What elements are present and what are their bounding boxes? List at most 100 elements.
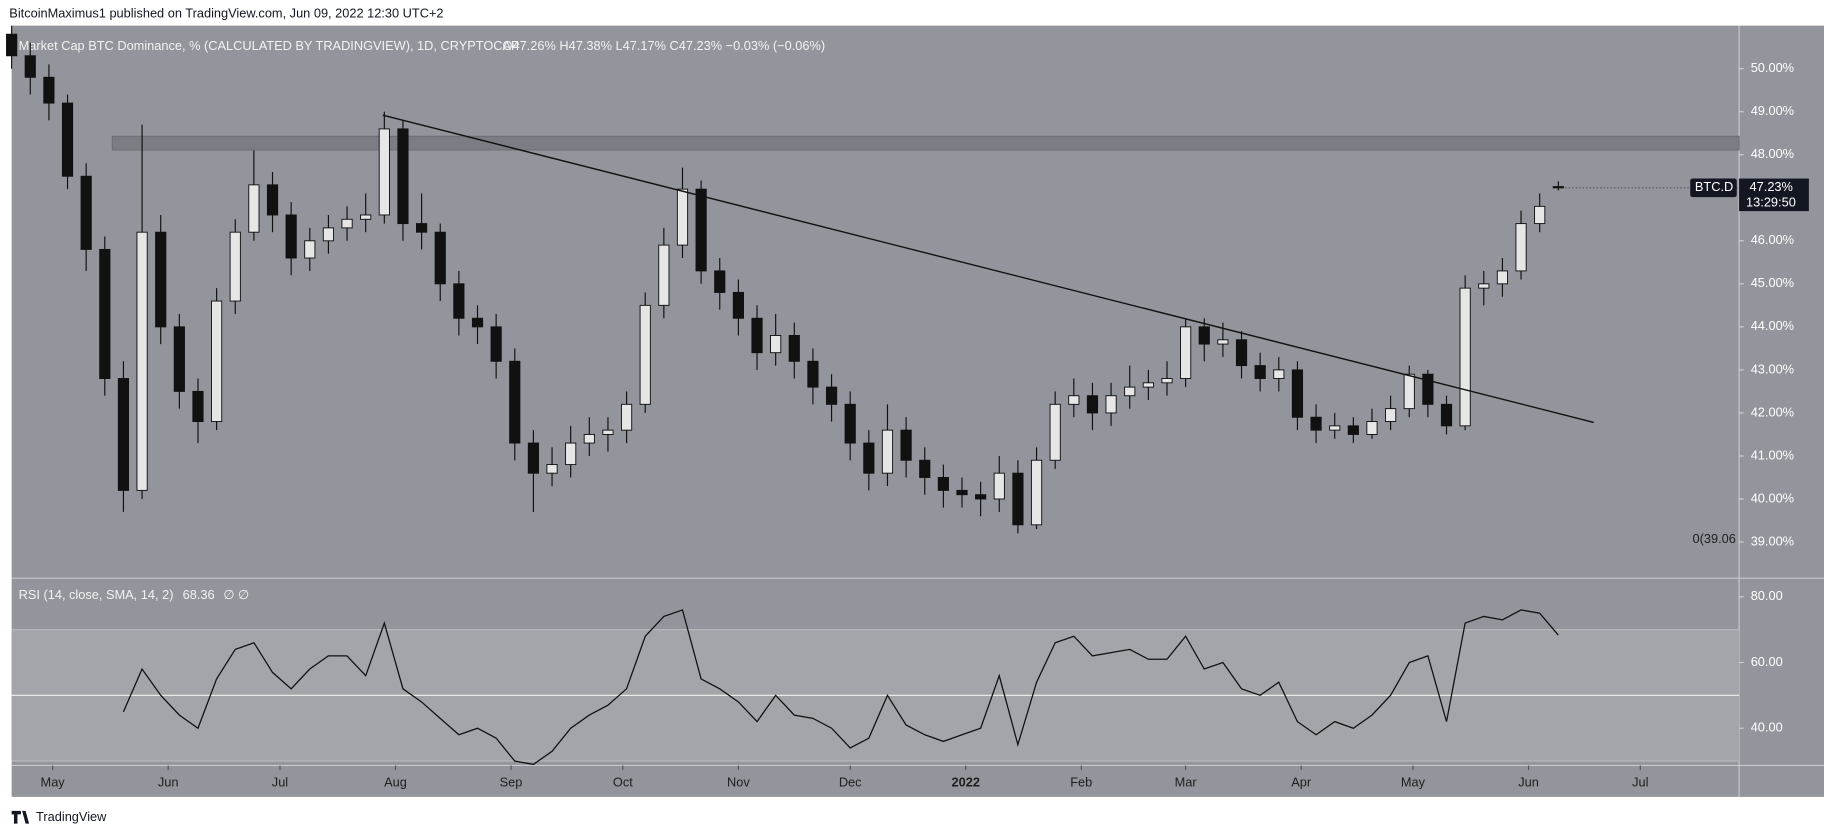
publish-header: BitcoinMaximus1 published on TradingView… xyxy=(9,5,443,20)
y-tick-label: 39.00% xyxy=(1751,533,1794,548)
series-title: Market Cap BTC Dominance, % (CALCULATED … xyxy=(19,38,520,53)
trendline xyxy=(382,114,1594,424)
logo-icon xyxy=(11,810,30,824)
x-tick-label: Jul xyxy=(272,774,288,789)
price-badge xyxy=(1739,178,1809,212)
candle-body xyxy=(1366,421,1378,435)
candle-body xyxy=(583,433,595,444)
candle-body xyxy=(956,489,968,496)
candle-body xyxy=(1142,382,1154,388)
candle-body xyxy=(360,214,372,220)
footer-logo xyxy=(11,810,30,824)
candle-body xyxy=(61,102,74,177)
candle-body xyxy=(658,244,670,306)
candle-body xyxy=(173,326,185,392)
candle-body xyxy=(155,231,167,328)
rsi-tick-label: 60.00 xyxy=(1751,654,1783,669)
x-tick-label: Feb xyxy=(1070,774,1092,789)
ohlc-legend: O47.26% H47.38% L47.17% C47.23% −0.03% (… xyxy=(503,38,826,53)
rsi-tick-label: 40.00 xyxy=(1751,720,1783,735)
x-tick-label: Mar xyxy=(1175,774,1198,789)
candle-body xyxy=(192,390,204,423)
candle-body xyxy=(527,442,539,474)
countdown-label: 13:29:50 xyxy=(1746,194,1796,209)
rsi-flags: ∅ ∅ xyxy=(223,587,249,602)
x-tick-label: Sep xyxy=(500,774,523,789)
candle-body xyxy=(1235,339,1248,367)
candle-body xyxy=(1310,416,1322,431)
x-tick-label: Apr xyxy=(1291,774,1312,789)
candle-body xyxy=(1198,326,1210,345)
y-tick-label: 44.00% xyxy=(1751,318,1794,333)
candle-body xyxy=(117,378,130,491)
x-tick-label: Jun xyxy=(158,774,179,789)
rsi-line xyxy=(122,609,1559,766)
candle-body xyxy=(490,326,502,362)
candle-body xyxy=(1291,369,1304,418)
candle-body xyxy=(1217,339,1229,345)
candle-body xyxy=(937,477,949,491)
candle-body xyxy=(770,335,782,354)
symbol-label: BTC.D xyxy=(1695,179,1733,194)
candle-body xyxy=(546,464,558,474)
candle-body xyxy=(1030,459,1043,526)
candle-body xyxy=(322,227,335,242)
y-tick-label: 43.00% xyxy=(1751,361,1794,376)
fib-level-label: 0(39.06 xyxy=(1693,531,1736,546)
candle-body xyxy=(1422,373,1434,405)
x-tick-label: May xyxy=(41,774,66,789)
candle-body xyxy=(434,231,446,285)
candle-body xyxy=(248,184,260,233)
candle-body xyxy=(136,231,148,491)
candle-body xyxy=(639,304,651,405)
rsi-value: 68.36 xyxy=(183,587,215,602)
candle-body xyxy=(1385,408,1397,423)
candle-body xyxy=(844,403,856,444)
y-tick-label: 49.00% xyxy=(1751,103,1794,118)
candle-body xyxy=(1552,186,1564,189)
candle-body xyxy=(1068,395,1080,405)
candle-body xyxy=(975,494,987,500)
candle-body xyxy=(509,360,521,444)
candle-body xyxy=(1478,283,1490,289)
candle-body xyxy=(416,223,428,233)
candle-body xyxy=(993,472,1005,500)
candle-body xyxy=(397,128,409,225)
footer-brand: TradingView xyxy=(36,809,107,824)
candle-body xyxy=(788,335,800,362)
candles xyxy=(6,25,1564,534)
x-tick-label: Nov xyxy=(727,774,750,789)
candle-body xyxy=(1329,425,1341,431)
candle-body xyxy=(751,317,763,354)
x-tick-label: Oct xyxy=(613,774,633,789)
candle-body xyxy=(211,300,223,423)
candle-body xyxy=(1254,365,1266,379)
candle-body xyxy=(1049,403,1061,461)
candle-body xyxy=(602,429,614,435)
y-tick-label: 42.00% xyxy=(1751,404,1794,419)
candle-body xyxy=(80,175,92,250)
y-tick-label: 48.00% xyxy=(1751,146,1794,161)
candle-body xyxy=(714,270,726,293)
x-tick-label: Jun xyxy=(1518,774,1539,789)
candle-body xyxy=(1180,326,1192,379)
candle-body xyxy=(1496,270,1509,285)
x-tick-label: Aug xyxy=(384,774,407,789)
candle-body xyxy=(676,188,689,246)
candle-body xyxy=(732,291,744,319)
candle-body xyxy=(378,128,390,216)
candle-body xyxy=(1459,287,1471,427)
candle-body xyxy=(99,248,111,379)
resistance-zone xyxy=(111,135,1740,151)
candle-body xyxy=(24,55,36,78)
candle-body xyxy=(304,240,316,259)
y-tick-label: 50.00% xyxy=(1751,60,1794,75)
y-tick-label: 40.00% xyxy=(1751,490,1794,505)
candle-body xyxy=(881,429,894,474)
candle-body xyxy=(285,214,297,259)
candle-body xyxy=(825,386,838,405)
candle-body xyxy=(900,429,912,461)
candle-body xyxy=(1347,425,1359,435)
y-tick-label: 41.00% xyxy=(1751,447,1794,462)
